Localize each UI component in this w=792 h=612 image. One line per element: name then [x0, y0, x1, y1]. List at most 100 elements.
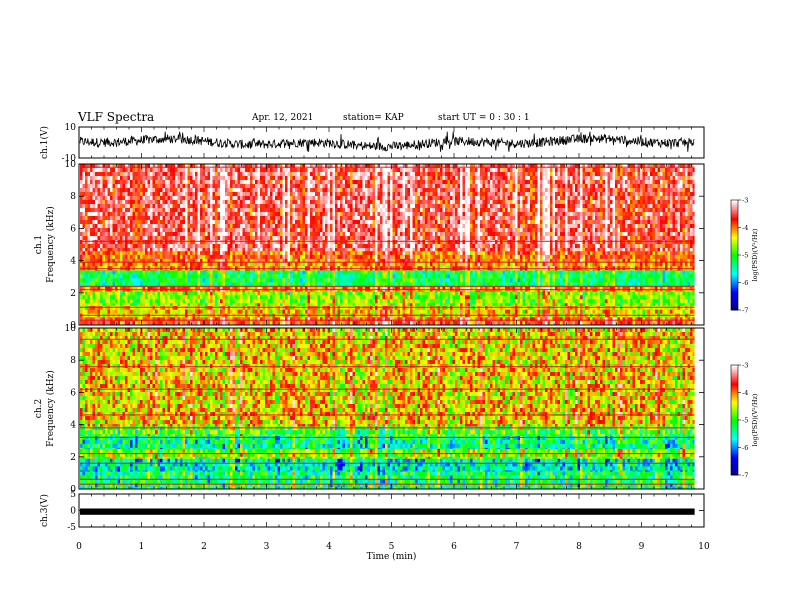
spectrogram-cell — [185, 176, 188, 180]
spectrogram-cell — [190, 212, 193, 216]
spectrogram-cell — [80, 262, 83, 266]
spectrogram-cell — [250, 184, 253, 188]
spectrogram-cell — [105, 290, 108, 291]
spectrogram-cell — [98, 306, 101, 310]
spectrogram-cell — [120, 299, 123, 303]
spectrogram-cell — [223, 240, 226, 244]
spectrogram-cell — [175, 220, 178, 224]
spectrogram-cell — [118, 200, 121, 204]
spectrogram-cell — [85, 176, 88, 180]
spectrogram-cell — [248, 251, 251, 255]
spectrogram-cell — [220, 306, 223, 310]
spectrogram-cell — [303, 255, 306, 259]
spectrogram-cell — [218, 255, 221, 259]
spectrogram-cell — [295, 200, 298, 204]
spectrogram-cell — [145, 303, 148, 306]
spectrogram-cell — [165, 262, 168, 266]
spectrogram-cell — [200, 184, 203, 188]
spectrogram-cell — [143, 255, 146, 259]
spectrogram-cell — [115, 172, 118, 176]
spectrogram-cell — [205, 224, 208, 228]
spectrogram-cell — [260, 188, 263, 192]
spectrogram-cell — [228, 172, 231, 176]
spectrogram-cell — [90, 291, 93, 295]
spectrogram-cell — [150, 244, 153, 248]
spectrogram-cell — [328, 310, 331, 314]
spectrogram-cell — [275, 262, 278, 266]
spectrogram-cell — [165, 200, 168, 204]
spectrogram-cell — [115, 303, 118, 306]
spectrogram-cell — [268, 295, 271, 299]
spectrogram-cell — [173, 196, 176, 200]
spectrogram-cell — [205, 255, 208, 259]
spectrogram-cell — [328, 278, 331, 282]
spectrogram-cell — [193, 184, 196, 188]
spectrogram-cell — [258, 244, 261, 248]
spectrogram-cell — [178, 176, 181, 180]
spectrogram-cell — [278, 232, 281, 236]
spectrogram-cell — [270, 274, 273, 278]
spectrogram-cell — [128, 240, 131, 244]
spectrogram-cell — [160, 176, 163, 180]
spectrogram-cell — [345, 240, 348, 244]
spectrogram-cell — [108, 244, 111, 248]
spectrogram-cell — [155, 184, 158, 188]
spectrogram-cell — [215, 262, 218, 266]
spectrogram-cell — [280, 291, 283, 295]
spectrogram-cell — [148, 196, 151, 200]
spectrogram-cell — [193, 251, 196, 255]
spectrogram-cell — [180, 208, 183, 212]
spectrogram-cell — [283, 188, 286, 192]
spectrogram-cell — [305, 310, 308, 314]
spectrogram-cell — [338, 188, 341, 192]
spectrogram-cell — [220, 244, 223, 248]
spectrogram-cell — [268, 168, 271, 172]
spectrogram-cell — [133, 290, 136, 291]
spectrogram-cell — [280, 176, 283, 180]
spectrogram-cell — [225, 204, 228, 208]
spectrogram-cell — [233, 208, 236, 212]
spectrogram-cell — [88, 200, 91, 204]
spectrogram-cell — [223, 172, 226, 176]
spectrogram-cell — [158, 240, 161, 244]
spectrogram-cell — [263, 184, 266, 188]
spectrogram-cell — [113, 303, 116, 306]
spectrogram-cell — [198, 220, 201, 224]
spectrogram-cell — [283, 310, 286, 314]
spectrogram-cell — [170, 278, 173, 282]
spectrogram-cell — [148, 262, 151, 266]
spectrogram-cell — [308, 248, 311, 251]
spectrogram-cell — [215, 255, 218, 259]
spectrogram-cell — [268, 184, 271, 188]
spectrogram-cell — [278, 299, 281, 303]
spectrogram-cell — [160, 244, 163, 248]
spectrogram-cell — [193, 228, 196, 232]
spectrogram-cell — [183, 255, 186, 259]
spectrogram-cell — [130, 262, 133, 266]
spectrogram-cell — [205, 299, 208, 303]
spectrogram-cell — [180, 291, 183, 295]
spectrogram-cell — [268, 291, 271, 295]
spectrogram-cell — [333, 204, 336, 208]
spectrogram-cell — [178, 244, 181, 248]
spectrogram-cell — [333, 290, 336, 291]
spectrogram-cell — [258, 196, 261, 200]
spectrogram-cell — [225, 303, 228, 306]
spectrogram-cell — [305, 251, 308, 255]
spectrogram-cell — [235, 262, 238, 266]
spectrogram-cell — [153, 270, 156, 274]
spectrogram-cell — [130, 306, 133, 310]
spectrogram-cell — [155, 274, 158, 278]
spectrogram-cell — [235, 208, 238, 212]
spectrogram-cell — [80, 295, 83, 299]
spectrogram-cell — [270, 299, 273, 303]
spectrogram-cell — [155, 172, 158, 176]
spectrogram-cell — [113, 240, 116, 244]
spectrogram-cell — [260, 172, 263, 176]
spectrogram-cell — [340, 212, 343, 216]
spectrogram-cell — [328, 291, 331, 295]
spectrogram-cell — [328, 180, 331, 184]
spectrogram-cell — [168, 236, 171, 240]
spectrogram-cell — [210, 291, 213, 295]
spectrogram-cell — [233, 188, 236, 192]
